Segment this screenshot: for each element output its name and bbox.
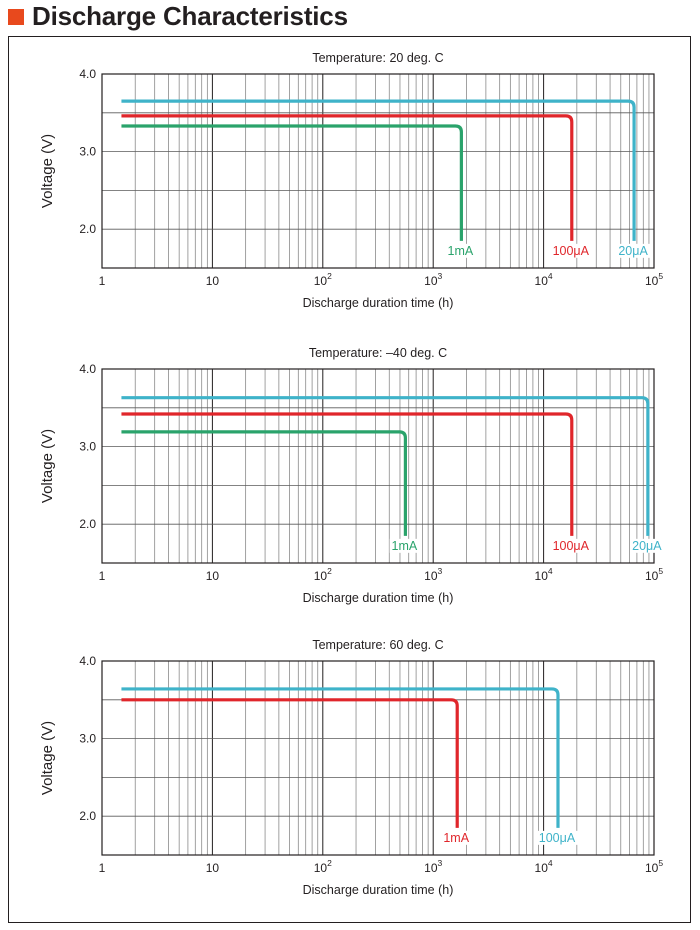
orange-square-icon <box>8 9 24 25</box>
plot-frame <box>101 660 655 856</box>
x-axis-label: Discharge duration time (h) <box>303 883 454 897</box>
x-tick-exponent: 4 <box>548 271 553 281</box>
x-axis-label: Discharge duration time (h) <box>303 296 454 310</box>
plot-frame <box>101 368 655 564</box>
y-tick-label: 3.0 <box>79 732 96 746</box>
series-label: 100μA <box>539 831 576 845</box>
x-tick-exponent: 4 <box>548 858 553 868</box>
charts-frame <box>8 36 691 923</box>
y-tick-label: 2.0 <box>79 222 96 236</box>
series-label: 1mA <box>448 244 474 258</box>
x-tick-exponent: 4 <box>548 566 553 576</box>
x-tick-label: 102 <box>314 566 332 583</box>
x-axis-label: Discharge duration time (h) <box>303 591 454 605</box>
y-tick-label: 2.0 <box>79 809 96 823</box>
x-tick-exponent: 2 <box>327 858 332 868</box>
series-line <box>121 687 560 828</box>
x-tick-label: 10 <box>206 274 220 288</box>
x-tick-label: 104 <box>535 271 553 288</box>
series-line <box>121 698 459 828</box>
x-tick-label: 102 <box>314 858 332 875</box>
x-tick-exponent: 3 <box>438 566 443 576</box>
chart-panel-1: Temperature: 20 deg. C 4.0 3.0 2.0 1 10 102 103… <box>39 51 663 310</box>
x-tick-label: 1 <box>99 861 106 875</box>
series-line <box>121 114 574 241</box>
series-label: 20μA <box>618 244 648 258</box>
series-label-bg <box>550 538 592 553</box>
x-tick-label: 103 <box>424 566 442 583</box>
series-label: 1mA <box>443 831 469 845</box>
y-tick-label: 2.0 <box>79 517 96 531</box>
x-tick-exponent: 5 <box>658 271 663 281</box>
x-tick-exponent: 2 <box>327 566 332 576</box>
page-title: Discharge Characteristics <box>32 0 348 31</box>
x-tick-label: 105 <box>645 566 663 583</box>
x-tick-label: 10 <box>206 569 220 583</box>
series-line <box>121 412 574 536</box>
series-label-bg <box>445 243 476 258</box>
x-tick-exponent: 5 <box>658 566 663 576</box>
series-label: 1mA <box>392 539 418 553</box>
x-tick-exponent: 2 <box>327 271 332 281</box>
chart-panel-3: Temperature: 60 deg. C 4.0 3.0 2.0 1 10 102 103… <box>39 638 663 897</box>
x-tick-label: 103 <box>424 271 442 288</box>
x-tick-label: 1 <box>99 274 106 288</box>
series-label-bg <box>550 243 592 258</box>
chart-title: Temperature: 20 deg. C <box>312 51 443 65</box>
y-tick-label: 4.0 <box>79 67 96 81</box>
x-tick-label: 10 <box>206 861 220 875</box>
y-axis-label: Voltage (V) <box>39 721 56 795</box>
x-tick-label: 105 <box>645 271 663 288</box>
x-tick-exponent: 3 <box>438 271 443 281</box>
y-tick-label: 4.0 <box>79 362 96 376</box>
chart-panel-2: Temperature: –40 deg. C 4.0 3.0 2.0 1 10 102 10… <box>39 346 665 605</box>
series-label: 20μA <box>632 539 662 553</box>
y-axis-label: Voltage (V) <box>39 134 56 208</box>
x-tick-exponent: 3 <box>438 858 443 868</box>
series-label-bg <box>441 830 472 845</box>
y-tick-label: 3.0 <box>79 440 96 454</box>
chart-title: Temperature: 60 deg. C <box>312 638 443 652</box>
x-tick-exponent: 5 <box>658 858 663 868</box>
series-line <box>121 430 407 536</box>
x-tick-label: 105 <box>645 858 663 875</box>
x-tick-label: 102 <box>314 271 332 288</box>
series-label: 100μA <box>553 539 590 553</box>
chart-title: Temperature: –40 deg. C <box>309 346 447 360</box>
y-tick-label: 4.0 <box>79 654 96 668</box>
section-header: Discharge Characteristics <box>8 0 348 31</box>
plot-frame <box>101 73 655 269</box>
series-line <box>121 396 650 536</box>
x-tick-label: 104 <box>535 566 553 583</box>
series-label-bg <box>536 830 578 845</box>
series-line <box>121 124 463 241</box>
y-axis-label: Voltage (V) <box>39 429 56 503</box>
x-tick-label: 104 <box>535 858 553 875</box>
series-label-bg <box>630 538 665 553</box>
series-label: 100μA <box>553 244 590 258</box>
series-line <box>121 99 636 241</box>
series-label-bg <box>389 538 420 553</box>
series-label-bg <box>616 243 651 258</box>
x-tick-label: 103 <box>424 858 442 875</box>
y-tick-label: 3.0 <box>79 145 96 159</box>
x-tick-label: 1 <box>99 569 106 583</box>
